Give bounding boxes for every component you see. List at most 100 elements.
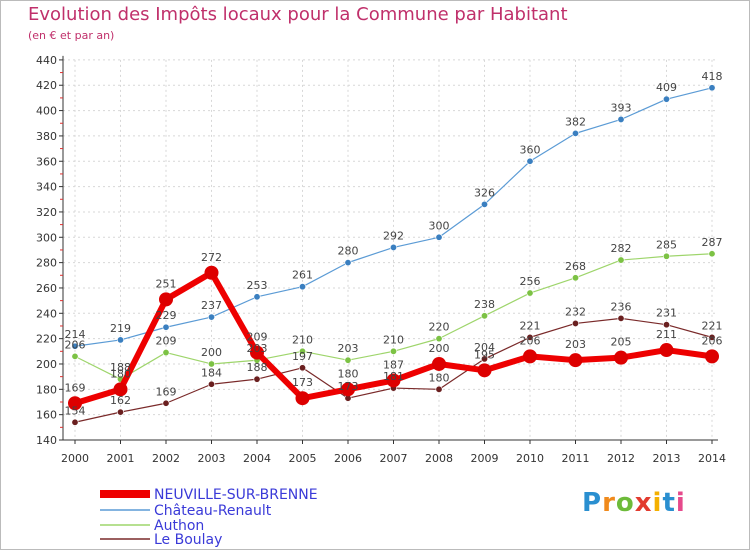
y-tick-label: 440	[36, 54, 57, 67]
x-tick-label: 2006	[334, 452, 362, 465]
y-tick-label: 180	[36, 383, 57, 396]
y-tick-label: 220	[36, 333, 57, 346]
data-label-chateau-renault: 409	[656, 81, 677, 94]
data-label-chateau-renault: 219	[110, 322, 131, 335]
data-point-neuville-sur-brenne	[659, 343, 674, 358]
data-label-chateau-renault: 280	[338, 245, 359, 258]
data-label-neuville-sur-brenne: 205	[611, 336, 632, 349]
data-label-chateau-renault: 393	[611, 101, 632, 114]
legend-label-authon: Authon	[154, 518, 204, 534]
data-point-neuville-sur-brenne	[159, 292, 173, 307]
y-tick-label: 420	[36, 79, 57, 92]
y-tick-label: 280	[36, 257, 57, 270]
data-label-chateau-renault: 382	[565, 115, 586, 128]
data-label-neuville-sur-brenne: 180	[338, 367, 359, 380]
data-point-authon	[435, 335, 443, 343]
data-label-chateau-renault: 253	[247, 279, 268, 292]
data-label-authon: 200	[201, 346, 222, 359]
data-label-neuville-sur-brenne: 251	[156, 277, 177, 290]
data-label-neuville-sur-brenne: 169	[65, 381, 86, 394]
y-tick-label: 340	[36, 181, 57, 194]
x-tick-label: 2011	[562, 452, 590, 465]
data-label-le-boulay: 197	[292, 350, 313, 363]
data-point-authon	[162, 349, 170, 357]
data-label-authon: 206	[65, 338, 86, 351]
data-label-le-boulay: 204	[474, 341, 495, 354]
data-label-neuville-sur-brenne: 206	[520, 334, 541, 347]
data-label-neuville-sur-brenne: 211	[656, 328, 677, 341]
data-label-neuville-sur-brenne: 180	[110, 367, 131, 380]
data-point-neuville-sur-brenne	[295, 391, 310, 406]
data-point-neuville-sur-brenne	[705, 349, 719, 364]
data-label-authon: 188	[110, 361, 131, 374]
data-point-le-boulay	[253, 375, 261, 383]
data-label-authon: 285	[656, 238, 677, 251]
data-label-authon: 238	[474, 298, 495, 311]
data-label-authon: 256	[520, 275, 541, 288]
data-point-chateau-renault	[708, 84, 716, 92]
data-point-neuville-sur-brenne	[204, 265, 219, 280]
x-tick-label: 2012	[607, 452, 635, 465]
data-label-neuville-sur-brenne: 209	[247, 331, 268, 344]
data-point-neuville-sur-brenne	[614, 350, 628, 365]
data-label-le-boulay: 188	[247, 361, 268, 374]
data-point-neuville-sur-brenne	[568, 353, 583, 368]
x-tick-label: 2005	[289, 452, 317, 465]
data-label-le-boulay: 173	[338, 380, 359, 393]
data-point-le-boulay	[708, 333, 716, 341]
data-point-le-boulay	[71, 418, 79, 426]
data-label-le-boulay: 169	[156, 385, 177, 398]
data-label-authon: 203	[247, 342, 268, 355]
data-point-authon	[526, 289, 534, 297]
data-point-le-boulay	[298, 364, 306, 372]
data-point-le-boulay	[162, 399, 170, 407]
data-label-le-boulay: 221	[520, 319, 541, 332]
data-label-authon: 203	[338, 342, 359, 355]
data-point-authon	[71, 352, 79, 360]
y-tick-label: 380	[36, 130, 57, 143]
data-label-chateau-renault: 418	[702, 70, 723, 83]
data-point-neuville-sur-brenne	[68, 396, 82, 411]
y-tick-label: 200	[36, 358, 57, 371]
data-label-le-boulay: 236	[611, 300, 632, 313]
data-label-authon: 210	[292, 333, 313, 346]
data-point-neuville-sur-brenne	[386, 373, 401, 388]
data-point-chateau-renault	[571, 129, 579, 137]
data-point-le-boulay	[435, 385, 443, 393]
data-label-neuville-sur-brenne: 200	[429, 342, 450, 355]
data-label-authon: 287	[702, 236, 723, 249]
x-tick-label: 2007	[380, 452, 408, 465]
data-point-le-boulay	[526, 333, 534, 341]
y-tick-label: 260	[36, 282, 57, 295]
data-label-chateau-renault: 261	[292, 269, 313, 282]
data-label-le-boulay: 231	[656, 307, 677, 320]
data-point-chateau-renault	[526, 157, 534, 165]
data-label-le-boulay: 184	[201, 366, 222, 379]
y-tick-label: 240	[36, 307, 57, 320]
data-label-neuville-sur-brenne: 173	[292, 376, 313, 389]
data-label-authon: 210	[383, 333, 404, 346]
data-point-authon	[298, 347, 306, 355]
data-point-chateau-renault	[298, 283, 306, 291]
x-tick-label: 2009	[471, 452, 499, 465]
data-point-chateau-renault	[71, 342, 79, 350]
data-point-neuville-sur-brenne	[341, 382, 355, 397]
data-label-authon: 209	[156, 335, 177, 348]
data-point-le-boulay	[208, 380, 216, 388]
y-tick-label: 300	[36, 231, 57, 244]
y-tick-label: 140	[36, 434, 57, 447]
data-label-neuville-sur-brenne: 203	[565, 338, 586, 351]
data-label-le-boulay: 181	[383, 370, 404, 383]
data-label-chateau-renault: 214	[65, 328, 86, 341]
data-label-chateau-renault: 229	[156, 309, 177, 322]
data-label-le-boulay: 154	[65, 404, 86, 417]
data-point-le-boulay	[662, 321, 670, 329]
legend-label-neuville-sur-brenne: NEUVILLE-SUR-BRENNE	[154, 487, 318, 503]
data-point-chateau-renault	[117, 336, 125, 344]
data-point-chateau-renault	[344, 259, 352, 267]
data-point-authon	[480, 312, 488, 320]
x-tick-label: 2000	[61, 452, 89, 465]
data-label-chateau-renault: 360	[520, 143, 541, 156]
data-point-neuville-sur-brenne	[523, 349, 537, 364]
